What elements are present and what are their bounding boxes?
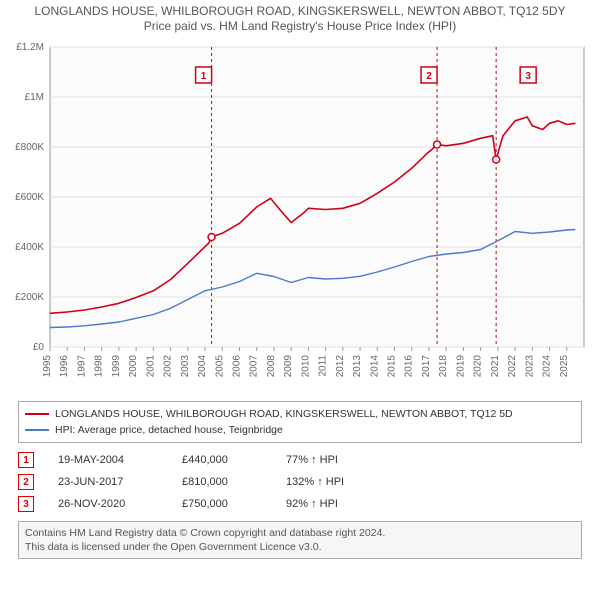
svg-text:1: 1 xyxy=(201,71,207,82)
legend-row: HPI: Average price, detached house, Teig… xyxy=(25,422,575,438)
chart-title-block: LONGLANDS HOUSE, WHILBOROUGH ROAD, KINGS… xyxy=(0,0,600,35)
marker-price: £440,000 xyxy=(182,454,262,466)
footer-line-1: Contains HM Land Registry data © Crown c… xyxy=(25,526,575,540)
svg-text:2011: 2011 xyxy=(318,355,329,377)
svg-text:2000: 2000 xyxy=(128,355,139,378)
marker-price: £810,000 xyxy=(182,476,262,488)
data-attribution: Contains HM Land Registry data © Crown c… xyxy=(18,521,582,559)
marker-price: £750,000 xyxy=(182,498,262,510)
svg-text:2015: 2015 xyxy=(387,355,398,378)
svg-text:1995: 1995 xyxy=(42,355,53,378)
svg-text:2013: 2013 xyxy=(352,355,363,378)
svg-text:2007: 2007 xyxy=(249,355,260,378)
svg-text:2019: 2019 xyxy=(455,355,466,378)
svg-text:2022: 2022 xyxy=(507,355,518,378)
legend-swatch-hpi xyxy=(25,429,49,431)
svg-text:2010: 2010 xyxy=(300,355,311,378)
marker-row: 1 19-MAY-2004 £440,000 77% ↑ HPI xyxy=(18,449,582,471)
svg-text:2025: 2025 xyxy=(559,355,570,378)
marker-row: 2 23-JUN-2017 £810,000 132% ↑ HPI xyxy=(18,471,582,493)
marker-date: 19-MAY-2004 xyxy=(58,454,158,466)
svg-text:1998: 1998 xyxy=(94,355,105,378)
marker-badge-2: 2 xyxy=(18,474,34,490)
svg-text:3: 3 xyxy=(525,71,531,82)
chart-svg: £0 £200K £400K £600K £800K £1M £1.2M 1995 1996 19… xyxy=(0,35,600,395)
svg-text:1997: 1997 xyxy=(76,355,87,378)
price-chart: £0 £200K £400K £600K £800K £1M £1.2M 1995 1996 19… xyxy=(0,35,600,395)
marker-date: 26-NOV-2020 xyxy=(58,498,158,510)
svg-text:£200K: £200K xyxy=(15,292,44,303)
svg-text:2016: 2016 xyxy=(404,355,415,378)
svg-text:1996: 1996 xyxy=(59,355,70,378)
svg-text:2021: 2021 xyxy=(490,355,501,378)
marker-badge-3: 3 xyxy=(18,496,34,512)
svg-text:2023: 2023 xyxy=(524,355,535,378)
marker-pct: 132% ↑ HPI xyxy=(286,476,386,488)
svg-text:2012: 2012 xyxy=(335,355,346,378)
legend-swatch-price-paid xyxy=(25,413,49,415)
svg-text:1999: 1999 xyxy=(111,355,122,378)
svg-text:2005: 2005 xyxy=(214,355,225,378)
svg-text:2004: 2004 xyxy=(197,355,208,378)
svg-text:£400K: £400K xyxy=(15,242,44,253)
title-line-1: LONGLANDS HOUSE, WHILBOROUGH ROAD, KINGS… xyxy=(10,4,590,18)
svg-text:2017: 2017 xyxy=(421,355,432,378)
svg-text:£800K: £800K xyxy=(15,142,44,153)
svg-text:2002: 2002 xyxy=(163,355,174,378)
legend-label: LONGLANDS HOUSE, WHILBOROUGH ROAD, KINGS… xyxy=(55,408,513,420)
svg-text:£1M: £1M xyxy=(25,92,44,103)
marker-date: 23-JUN-2017 xyxy=(58,476,158,488)
svg-text:2: 2 xyxy=(426,71,432,82)
marker-badge-1: 1 xyxy=(18,452,34,468)
legend-row: LONGLANDS HOUSE, WHILBOROUGH ROAD, KINGS… xyxy=(25,406,575,422)
marker-pct: 77% ↑ HPI xyxy=(286,454,386,466)
chart-legend: LONGLANDS HOUSE, WHILBOROUGH ROAD, KINGS… xyxy=(18,401,582,443)
svg-text:£0: £0 xyxy=(33,342,45,353)
svg-text:2001: 2001 xyxy=(145,355,156,378)
svg-text:£1.2M: £1.2M xyxy=(16,42,44,53)
legend-label: HPI: Average price, detached house, Teig… xyxy=(55,424,283,436)
svg-text:2009: 2009 xyxy=(283,355,294,378)
svg-text:2024: 2024 xyxy=(542,355,553,378)
svg-text:2014: 2014 xyxy=(369,355,380,378)
svg-text:2003: 2003 xyxy=(180,355,191,378)
svg-text:2020: 2020 xyxy=(473,355,484,378)
marker-row: 3 26-NOV-2020 £750,000 92% ↑ HPI xyxy=(18,493,582,515)
marker-table: 1 19-MAY-2004 £440,000 77% ↑ HPI 2 23-JU… xyxy=(18,449,582,515)
svg-text:2008: 2008 xyxy=(266,355,277,378)
title-line-2: Price paid vs. HM Land Registry's House … xyxy=(10,19,590,33)
svg-text:2018: 2018 xyxy=(438,355,449,378)
marker-pct: 92% ↑ HPI xyxy=(286,498,386,510)
svg-text:£600K: £600K xyxy=(15,192,44,203)
footer-line-2: This data is licensed under the Open Gov… xyxy=(25,540,575,554)
svg-text:2006: 2006 xyxy=(231,355,242,378)
